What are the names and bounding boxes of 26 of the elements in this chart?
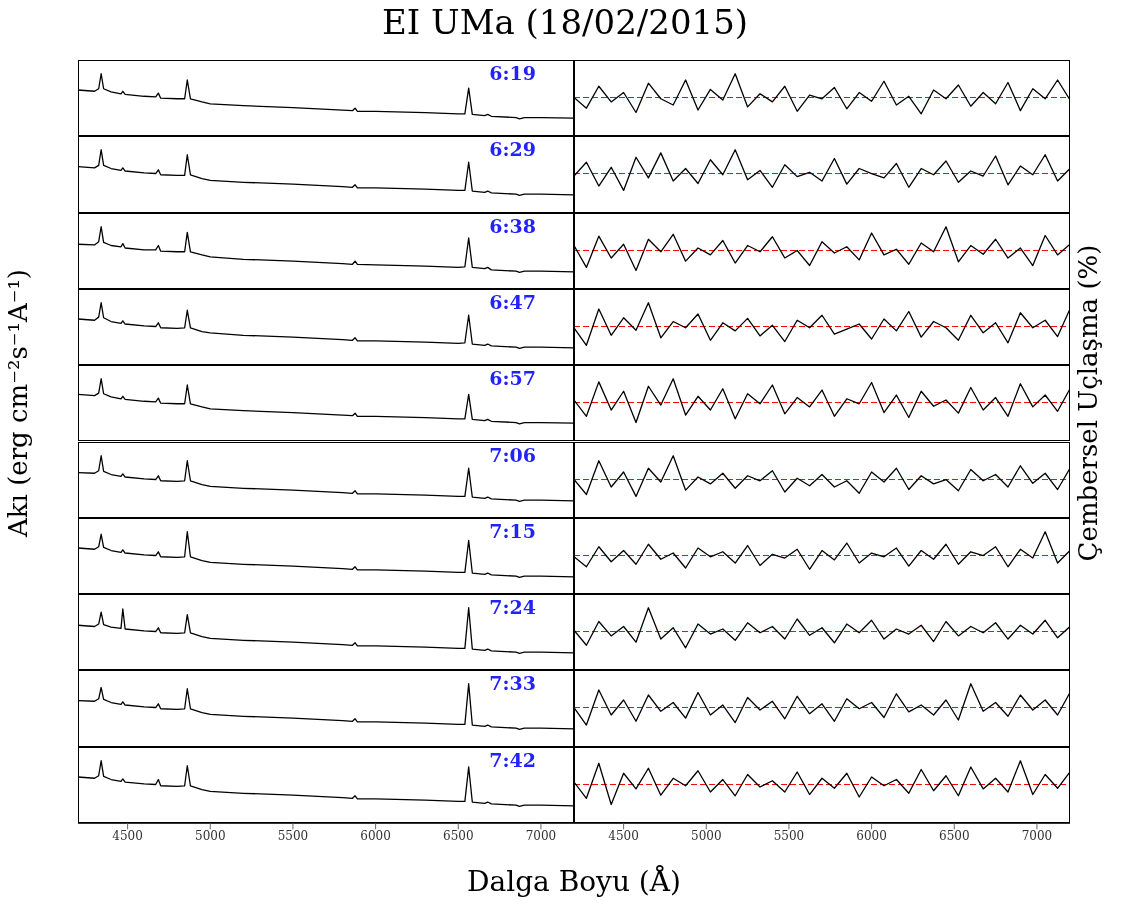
x-tick-label: 7000: [1021, 828, 1053, 843]
x-tick-label: 5500: [277, 828, 309, 843]
annotation: 6:38: [489, 214, 536, 237]
x-tick-label: 7000: [525, 828, 557, 843]
annotation: 7:06: [489, 443, 536, 466]
annotation: 6:29: [489, 138, 536, 161]
y-axis-title: Akı (erg cm⁻²s⁻¹A⁻¹): [3, 269, 33, 538]
x-tick-label: 6000: [360, 828, 391, 843]
annotation: 6:57: [489, 367, 536, 390]
x-tick-label: 5000: [195, 828, 226, 843]
x-tick-label: 4500: [608, 828, 639, 843]
annotation: 7:24: [489, 596, 536, 619]
x-tick-label: 6000: [856, 828, 887, 843]
x-tick-label: 5500: [773, 828, 805, 843]
annotation: 6:19: [489, 62, 536, 84]
x-tick-label: 5000: [691, 828, 722, 843]
x-tick-label: 6500: [939, 828, 970, 843]
x-axis-title: Dalga Boyu (Å): [466, 864, 682, 898]
x-tick-label: 4500: [112, 828, 143, 843]
annotation: 6:47: [489, 290, 536, 313]
x-tick-label: 6500: [443, 828, 474, 843]
annotation: 7:42: [489, 748, 536, 771]
annotation: 7:33: [489, 672, 536, 695]
annotation: 7:15: [489, 519, 536, 542]
y-axis-title: Çembersel Uçlaşma (%): [1073, 244, 1103, 562]
chart-title: EI UMa (18/02/2015): [380, 2, 750, 42]
